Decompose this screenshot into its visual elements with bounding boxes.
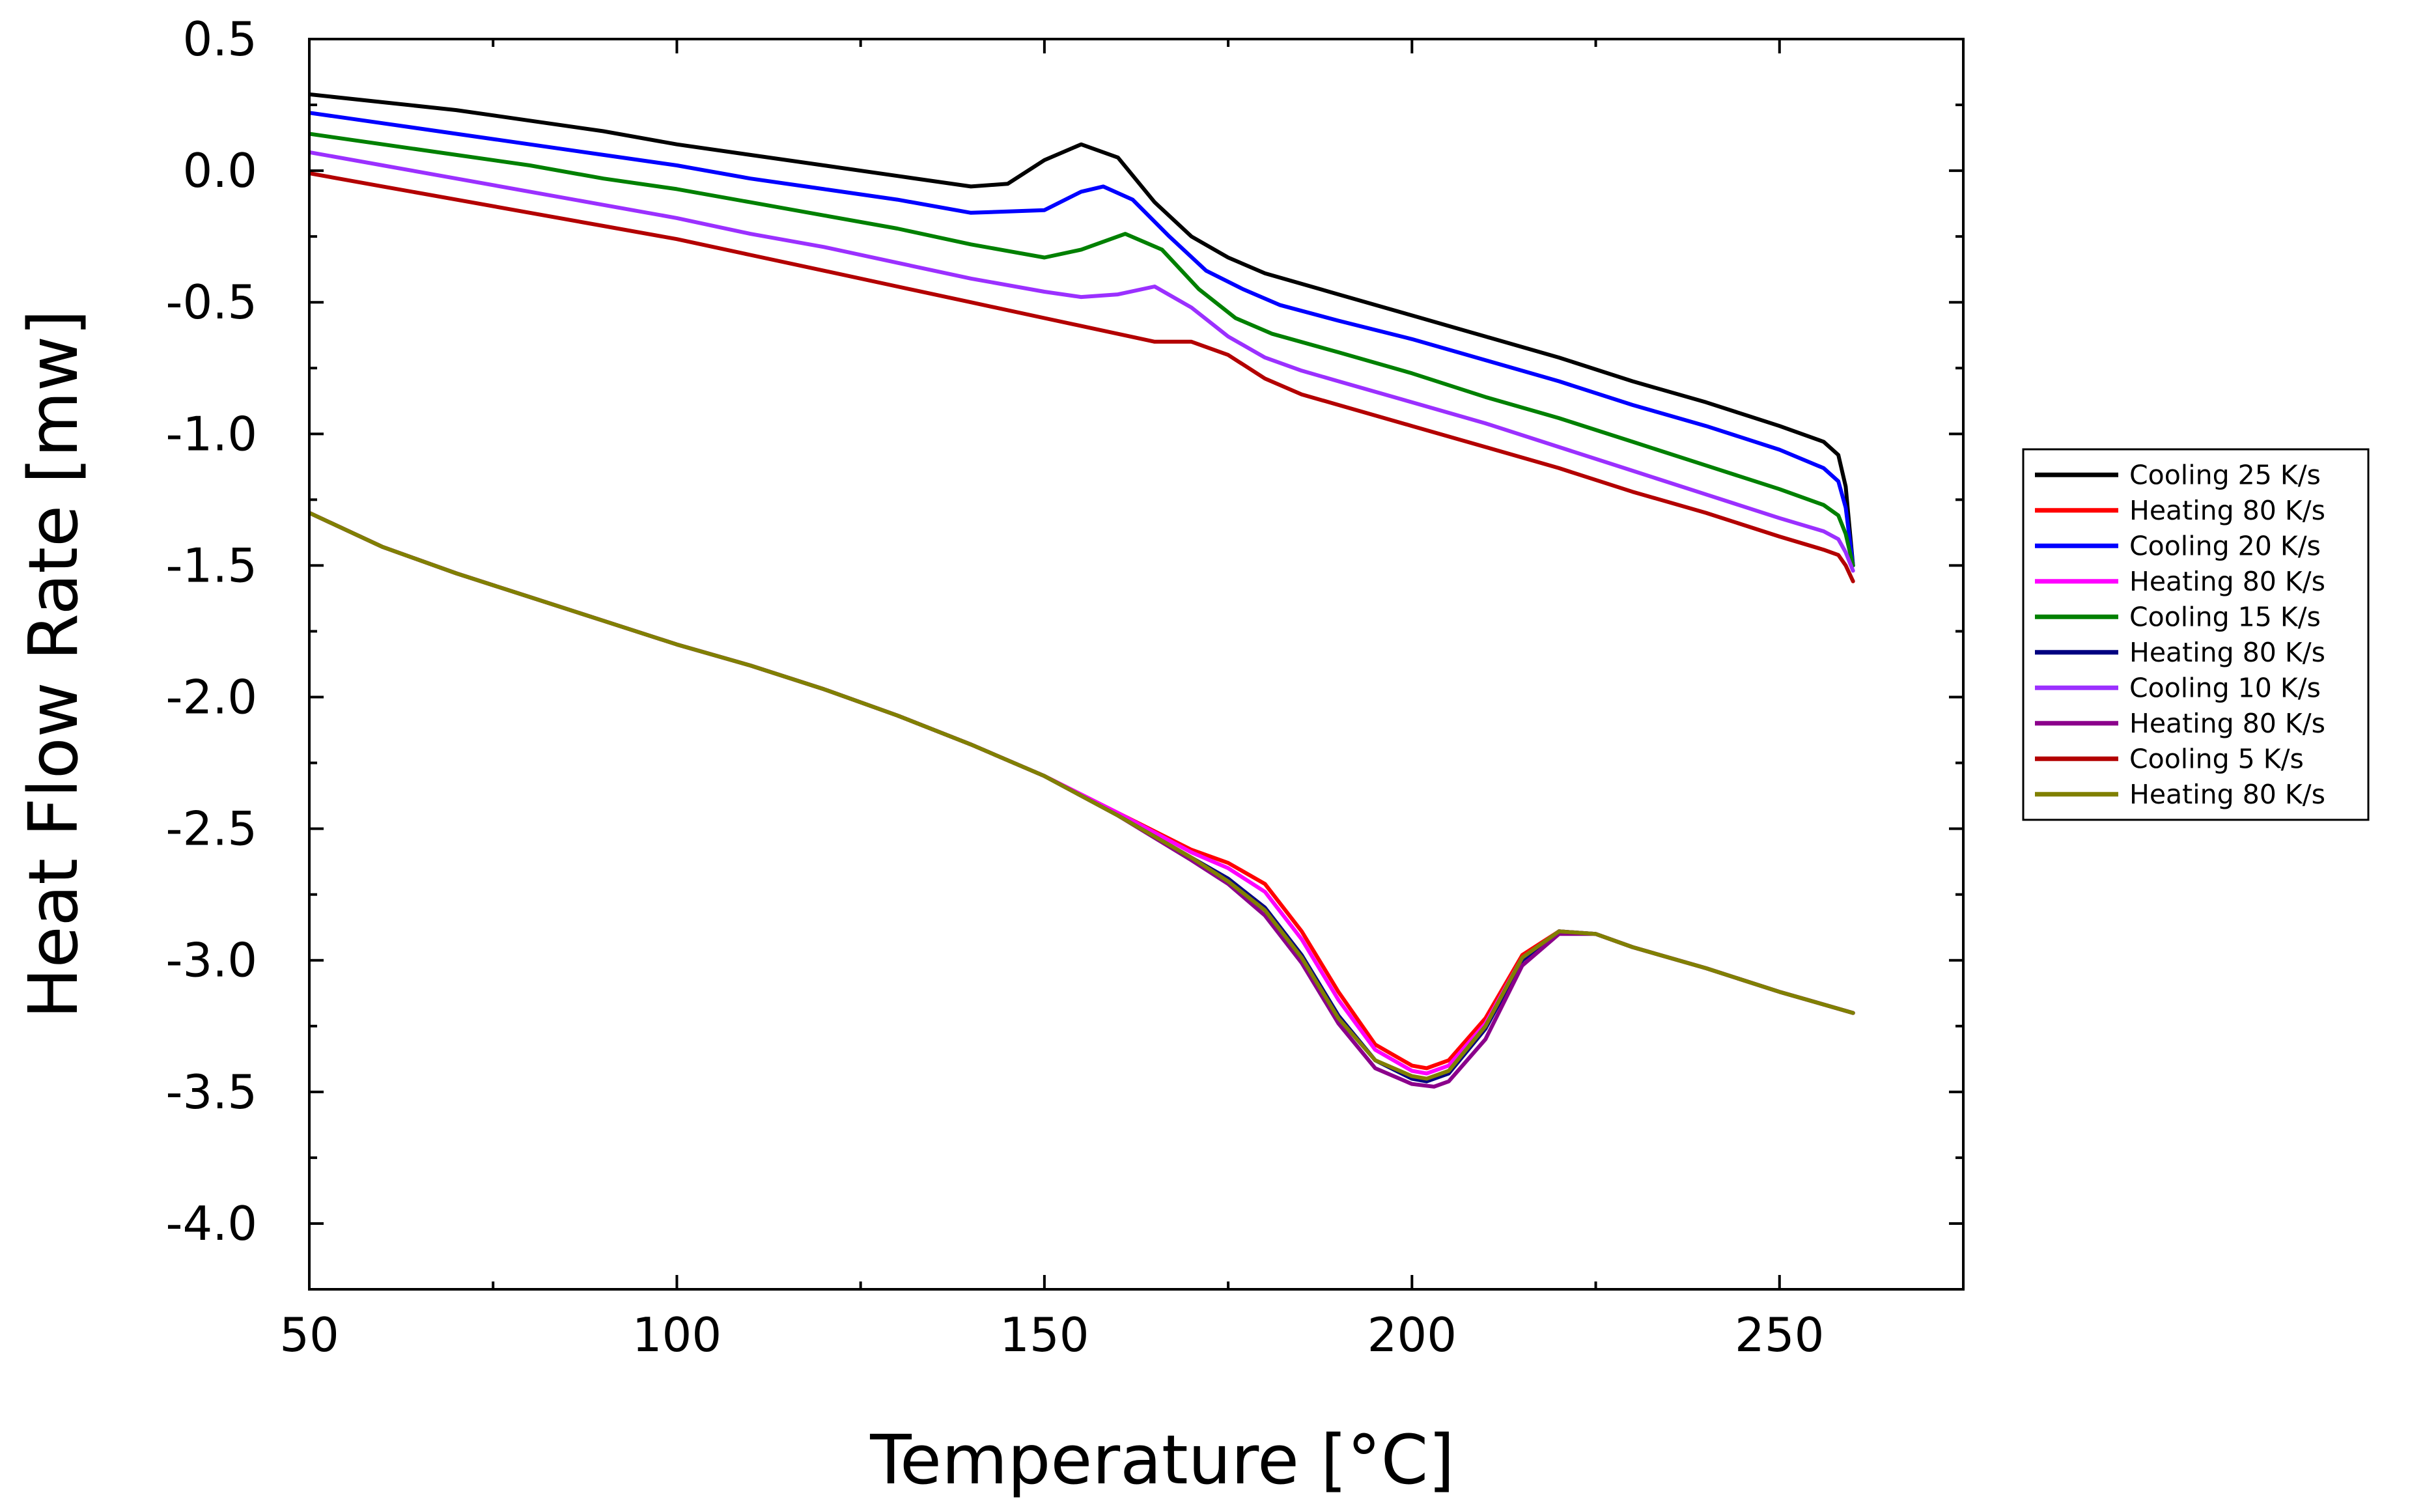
x-tick-label: 150 xyxy=(1000,1308,1089,1362)
y-tick-label: -1.0 xyxy=(166,406,257,461)
legend-label-7: Cooling 10 K/s xyxy=(2129,672,2321,703)
legend-label-10: Heating 80 K/s xyxy=(2129,779,2325,810)
legend: Cooling 25 K/s Heating 80 K/s Cooling 20 K… xyxy=(2022,448,2370,821)
series-layer xyxy=(309,92,1855,1089)
x-tick-label: 100 xyxy=(632,1308,722,1362)
series-line-9 xyxy=(309,171,1855,583)
series-line-10 xyxy=(309,511,1855,1081)
y-tick-label: -2.5 xyxy=(166,802,257,856)
series-line-5 xyxy=(309,132,1855,568)
legend-label-6: Heating 80 K/s xyxy=(2129,637,2325,668)
series-line-1 xyxy=(309,92,1855,568)
legend-label-8: Heating 80 K/s xyxy=(2129,708,2325,739)
plot-frame xyxy=(308,38,1965,1291)
y-axis-title: Heat Flow Rate [mw] xyxy=(14,309,93,1018)
y-tick-label: 0.5 xyxy=(182,12,257,66)
legend-label-4: Heating 80 K/s xyxy=(2129,566,2325,597)
series-line-7 xyxy=(309,150,1855,573)
y-tick-label: -3.0 xyxy=(166,933,257,988)
y-tick-label: -0.5 xyxy=(166,275,257,329)
legend-label-5: Cooling 15 K/s xyxy=(2129,601,2321,632)
x-tick-label: 50 xyxy=(279,1308,339,1362)
x-tick-label: 200 xyxy=(1367,1308,1457,1362)
series-line-3 xyxy=(309,111,1855,568)
y-tick-label: -4.0 xyxy=(166,1196,257,1251)
legend-label-3: Cooling 20 K/s xyxy=(2129,530,2321,561)
axes-layer: 50 100 150 200 250 0.5 0.0 -0.5 -1.0 -1.5 -2.0 -2.5… xyxy=(166,12,1965,1362)
y-tick-label: -1.5 xyxy=(166,538,257,593)
legend-label-9: Cooling 5 K/s xyxy=(2129,743,2304,774)
y-tick-label: -3.5 xyxy=(166,1065,257,1119)
x-tick-label: 250 xyxy=(1735,1308,1824,1362)
legend-label-1: Cooling 25 K/s xyxy=(2129,459,2321,490)
y-tick-label: 0.0 xyxy=(182,143,257,198)
legend-label-2: Heating 80 K/s xyxy=(2129,495,2325,526)
y-tick-label: -2.0 xyxy=(166,670,257,725)
x-axis-title: Temperature [°C] xyxy=(869,1420,1455,1500)
